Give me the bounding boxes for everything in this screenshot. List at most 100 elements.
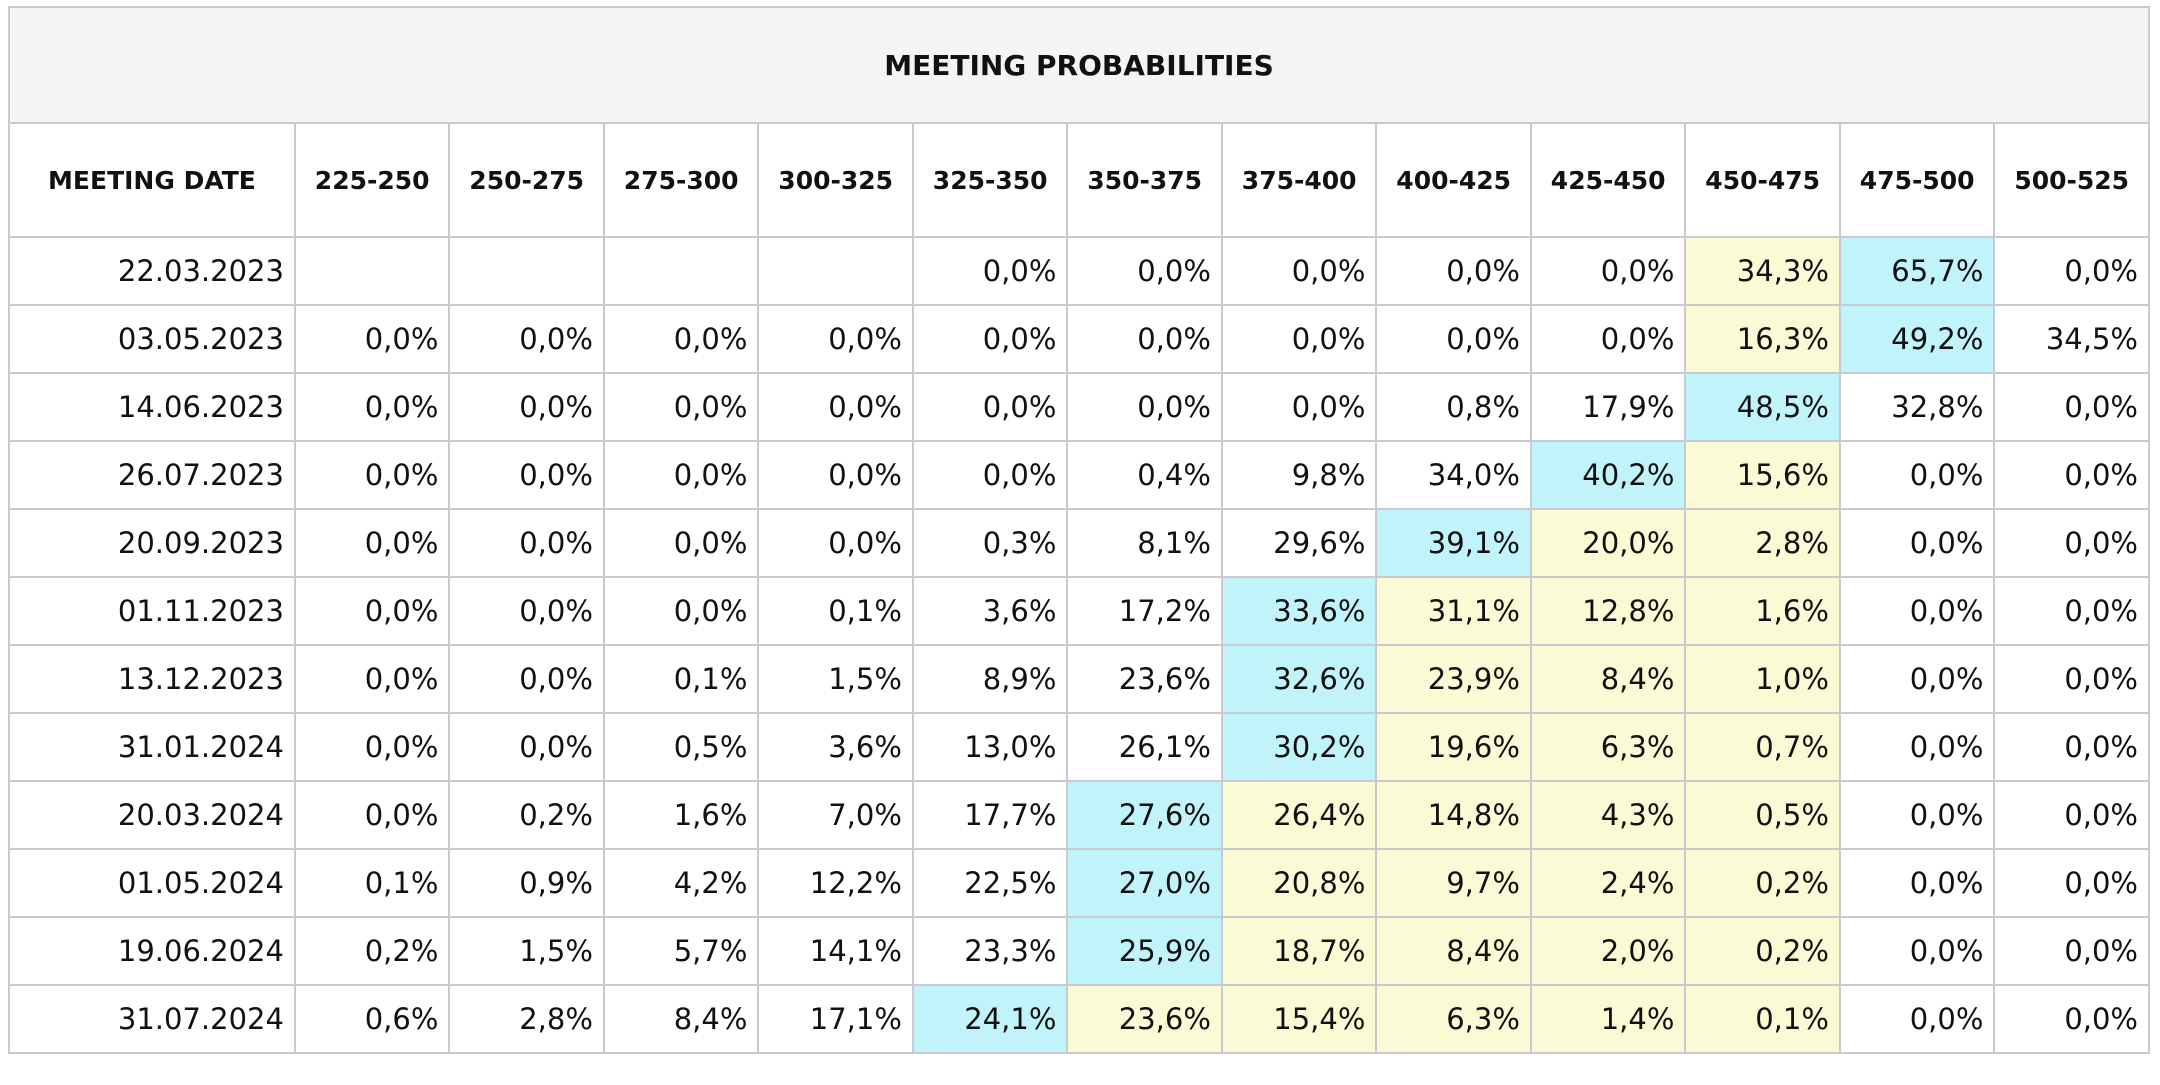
- probability-cell: 3,6%: [911, 576, 1069, 646]
- column-header: 475-500: [1838, 122, 1996, 238]
- probability-cell: 30,2%: [1220, 712, 1378, 782]
- column-header: 275-300: [602, 122, 760, 238]
- probability-cell: 25,9%: [1066, 916, 1223, 986]
- column-header: 250-275: [448, 122, 605, 238]
- table-title: MEETING PROBABILITIES: [8, 6, 2150, 124]
- probability-cell: 27,6%: [1066, 780, 1223, 850]
- column-header: 400-425: [1375, 122, 1532, 238]
- probability-cell: 0,0%: [448, 712, 605, 782]
- data-row: 31.01.2024 0,0% 0,0% 0,5% 3,6% 13,0% 26,1% 30,2…: [8, 712, 2150, 782]
- data-row: 20.03.2024 0,0% 0,2% 1,6% 7,0% 17,7% 27,6% 26,4…: [8, 780, 2150, 850]
- probability-cell: 0,3%: [911, 508, 1069, 578]
- probability-cell: 0,0%: [757, 440, 914, 510]
- probability-cell: 0,0%: [1838, 576, 1996, 646]
- probability-cell: 24,1%: [911, 984, 1069, 1054]
- probability-cell: 15,6%: [1684, 440, 1841, 510]
- column-header: 375-400: [1220, 122, 1378, 238]
- probability-cell: 9,7%: [1375, 848, 1532, 918]
- probability-cell: 33,6%: [1220, 576, 1378, 646]
- column-header: 450-475: [1684, 122, 1841, 238]
- probability-cell: [448, 236, 605, 306]
- probability-cell: 8,4%: [602, 984, 760, 1054]
- table-container: MEETING PROBABILITIES MEETING DATE 225-25…: [8, 6, 2150, 1054]
- column-header: 225-250: [293, 122, 451, 238]
- probability-cell: 0,2%: [293, 916, 451, 986]
- probability-cell: 12,2%: [757, 848, 914, 918]
- probability-cell: 0,0%: [1993, 984, 2150, 1054]
- probability-cell: 0,5%: [602, 712, 760, 782]
- probability-cell: 0,2%: [1684, 848, 1841, 918]
- probability-cell: 0,0%: [1066, 304, 1223, 374]
- meeting-date: 20.03.2024: [8, 780, 296, 850]
- probability-cell: 8,4%: [1529, 644, 1687, 714]
- probability-cell: 0,5%: [1684, 780, 1841, 850]
- probability-cell: 0,0%: [1066, 236, 1223, 306]
- probability-cell: 26,1%: [1066, 712, 1223, 782]
- probability-cell: [293, 236, 451, 306]
- probability-cell: 0,0%: [602, 508, 760, 578]
- probability-cell: 2,0%: [1529, 916, 1687, 986]
- probability-cell: 0,0%: [293, 712, 451, 782]
- probability-cell: 0,0%: [1838, 984, 1996, 1054]
- probability-cell: [602, 236, 760, 306]
- probability-cell: 0,1%: [602, 644, 760, 714]
- probability-cell: 0,0%: [1838, 712, 1996, 782]
- probability-cell: 40,2%: [1529, 440, 1687, 510]
- probability-cell: 0,6%: [293, 984, 451, 1054]
- probability-cell: 0,0%: [1993, 644, 2150, 714]
- probability-cell: 0,0%: [293, 304, 451, 374]
- probability-cell: 23,9%: [1375, 644, 1532, 714]
- data-row: 14.06.2023 0,0% 0,0% 0,0% 0,0% 0,0% 0,0% 0,0% 0,…: [8, 372, 2150, 442]
- probability-cell: 0,0%: [448, 644, 605, 714]
- probability-cell: 14,1%: [757, 916, 914, 986]
- data-row: 22.03.2023 0,0% 0,0% 0,0% 0,0% 0,0% 34,3% 65,7%…: [8, 236, 2150, 306]
- probability-cell: 0,0%: [293, 508, 451, 578]
- meeting-date: 19.06.2024: [8, 916, 296, 986]
- probability-cell: 27,0%: [1066, 848, 1223, 918]
- probability-cell: 4,3%: [1529, 780, 1687, 850]
- probability-cell: 0,0%: [1838, 780, 1996, 850]
- probability-cell: 0,0%: [1993, 916, 2150, 986]
- probability-cell: 0,0%: [448, 576, 605, 646]
- probability-cell: 32,8%: [1838, 372, 1996, 442]
- probability-cell: 0,0%: [448, 440, 605, 510]
- probability-cell: 3,6%: [757, 712, 914, 782]
- probability-cell: 23,6%: [1066, 644, 1223, 714]
- column-header: 325-350: [911, 122, 1069, 238]
- probability-cell: 20,8%: [1220, 848, 1378, 918]
- probability-cell: 0,1%: [293, 848, 451, 918]
- probability-cell: 0,0%: [1838, 916, 1996, 986]
- probability-cell: 0,0%: [1529, 236, 1687, 306]
- probability-cell: 32,6%: [1220, 644, 1378, 714]
- probability-cell: 0,0%: [1220, 372, 1378, 442]
- probability-cell: 1,6%: [1684, 576, 1841, 646]
- probability-cell: 0,1%: [1684, 984, 1841, 1054]
- probability-cell: 0,9%: [448, 848, 605, 918]
- probability-table: MEETING PROBABILITIES MEETING DATE 225-25…: [8, 6, 2150, 1054]
- data-row: 26.07.2023 0,0% 0,0% 0,0% 0,0% 0,0% 0,4% 9,8% 34…: [8, 440, 2150, 510]
- title-row: MEETING PROBABILITIES: [8, 6, 2150, 124]
- probability-cell: 23,6%: [1066, 984, 1223, 1054]
- header-row: MEETING DATE 225-250 250-275 275-300 300-325…: [8, 122, 2150, 238]
- data-row: 03.05.2023 0,0% 0,0% 0,0% 0,0% 0,0% 0,0% 0,0% 0,…: [8, 304, 2150, 374]
- probability-cell: 0,0%: [602, 372, 760, 442]
- probability-cell: 0,0%: [1529, 304, 1687, 374]
- probability-cell: 6,3%: [1375, 984, 1532, 1054]
- probability-cell: 18,7%: [1220, 916, 1378, 986]
- probability-cell: 0,0%: [448, 508, 605, 578]
- probability-cell: 0,0%: [1993, 236, 2150, 306]
- probability-cell: 39,1%: [1375, 508, 1532, 578]
- column-header: 425-450: [1529, 122, 1687, 238]
- meeting-date: 31.07.2024: [8, 984, 296, 1054]
- probability-cell: 8,9%: [911, 644, 1069, 714]
- probability-cell: 0,0%: [757, 304, 914, 374]
- probability-cell: 12,8%: [1529, 576, 1687, 646]
- probability-cell: 16,3%: [1684, 304, 1841, 374]
- probability-cell: 26,4%: [1220, 780, 1378, 850]
- probability-cell: 0,0%: [1220, 304, 1378, 374]
- probability-cell: 0,0%: [1838, 644, 1996, 714]
- probability-cell: 31,1%: [1375, 576, 1532, 646]
- probability-cell: 0,0%: [1838, 440, 1996, 510]
- probability-cell: 1,4%: [1529, 984, 1687, 1054]
